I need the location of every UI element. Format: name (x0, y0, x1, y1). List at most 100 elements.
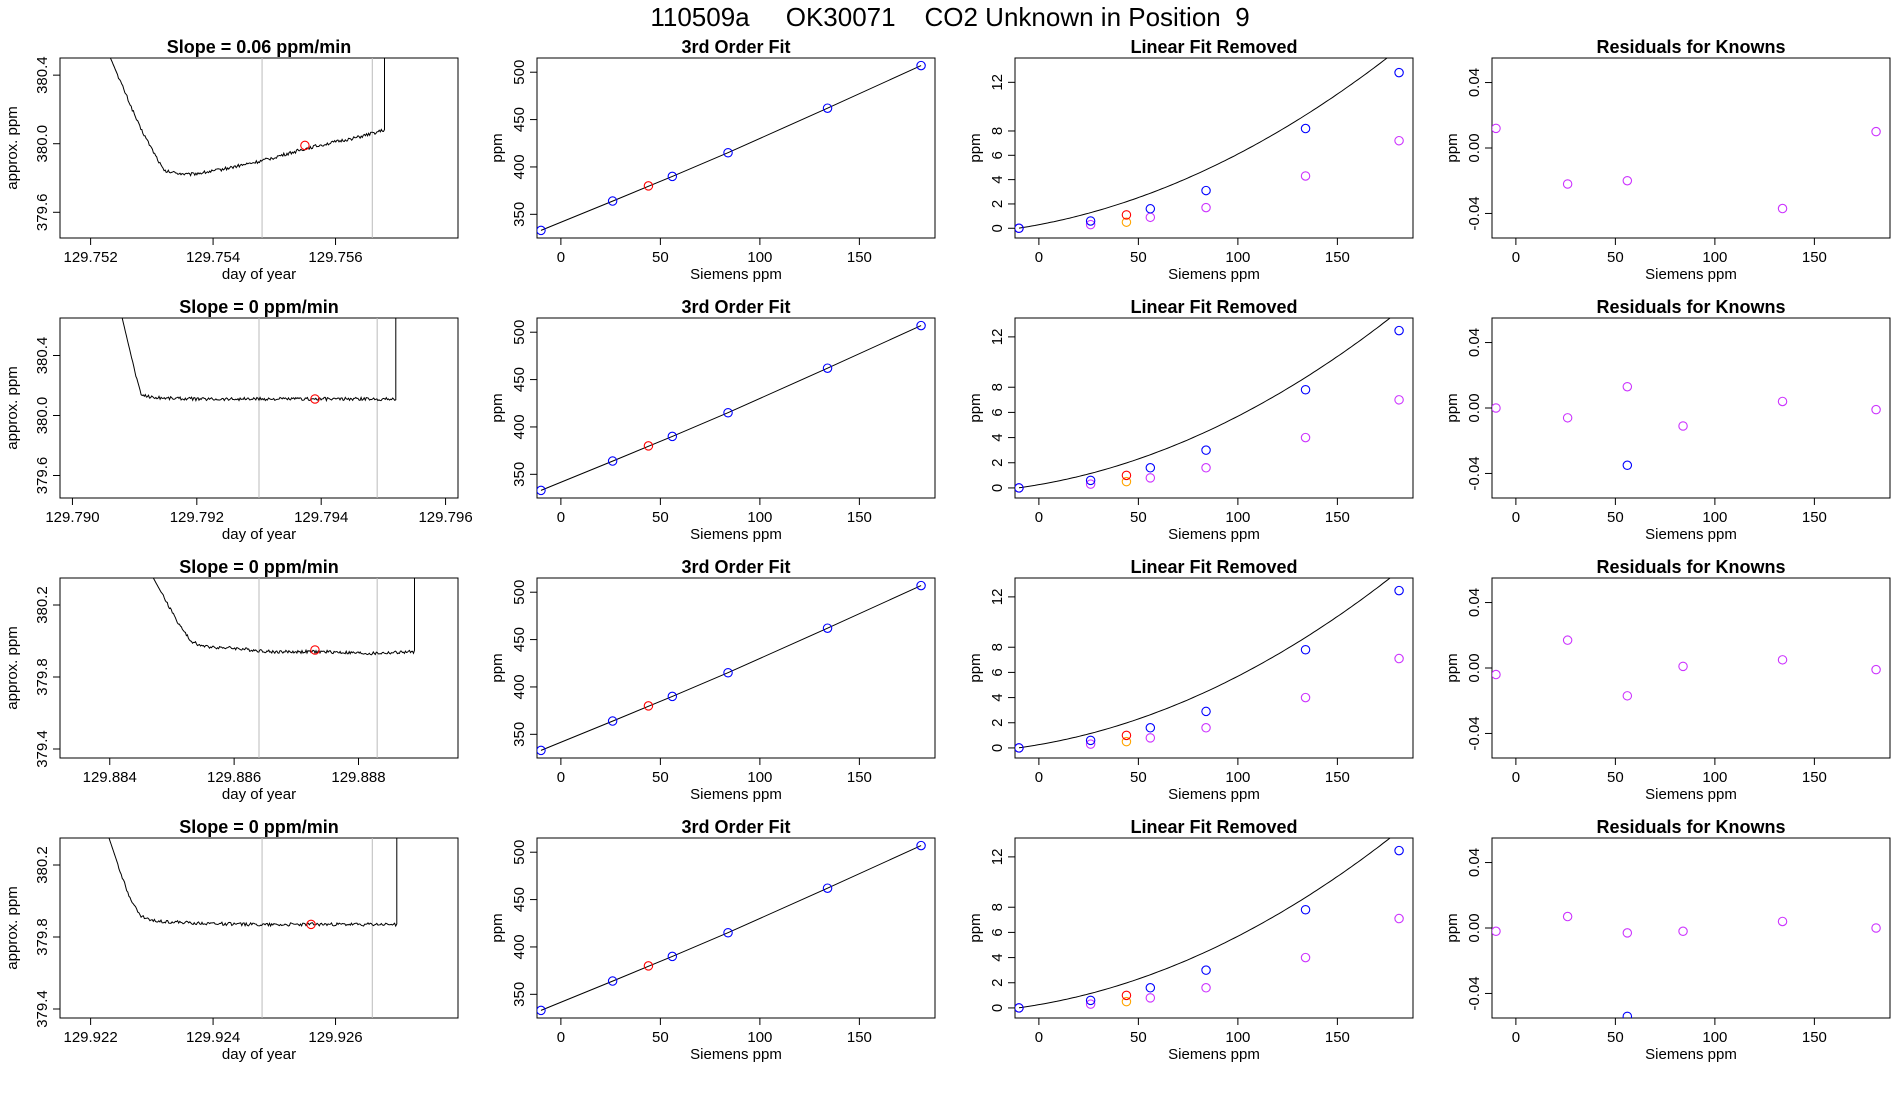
y-tick-label: 6 (989, 668, 1006, 676)
known-point (1201, 965, 1211, 975)
unknown-point (1121, 210, 1132, 220)
y-tick-label: 0 (989, 744, 1006, 752)
linear-removed-point (1300, 952, 1311, 963)
known-point (723, 927, 733, 938)
panel-data (109, 58, 385, 238)
plot-frame (1014, 317, 1414, 499)
sample-mean-point (300, 140, 310, 151)
known-point (1300, 123, 1311, 134)
x-axis-label: Siemens ppm (690, 526, 782, 543)
plot-frame (536, 317, 936, 499)
panel-data (537, 320, 926, 496)
x-tick-label: 50 (1607, 769, 1624, 786)
fit-curve (540, 585, 922, 751)
known-point (607, 976, 618, 986)
y-tick-label: 0.04 (1466, 588, 1483, 617)
panel-data (1492, 123, 1881, 214)
residual-point (1777, 655, 1788, 665)
known-point (537, 485, 546, 496)
x-tick-label: 50 (1130, 249, 1147, 266)
y-tick-label: 2 (989, 459, 1006, 467)
linear-removed-point (1085, 479, 1096, 489)
known-point (916, 60, 926, 71)
fit-curve (540, 845, 922, 1011)
panel-data (537, 60, 926, 236)
known-point (1201, 185, 1211, 196)
known-point (667, 171, 678, 182)
residual-point (1678, 661, 1688, 672)
panel-r1-c3: Linear Fit Removed 0 50 100 150 0 2 4 6 8 12 Siemen… (967, 37, 1414, 283)
x-axis-label: day of year (222, 526, 296, 543)
known-point (537, 225, 546, 236)
x-axis-label: Siemens ppm (1645, 786, 1737, 803)
residual-point (1622, 175, 1633, 186)
panel-title: Residuals for Knowns (1596, 817, 1785, 837)
panel-title: Residuals for Knowns (1596, 37, 1785, 57)
y-tick-label: 6 (989, 151, 1006, 159)
y-tick-label: 400 (511, 674, 528, 699)
y-axis-label: ppm (967, 133, 984, 162)
y-tick-label: -0.04 (1466, 716, 1483, 750)
known-point (537, 1005, 546, 1016)
y-tick-label: 6 (989, 928, 1006, 936)
panel-r2-c4: Residuals for Knowns 0 50 100 150 -0.04 0.00 0.… (1444, 297, 1891, 543)
y-tick-label: 2 (989, 719, 1006, 727)
residual-point (1492, 403, 1501, 413)
y-tick-label: 8 (989, 383, 1006, 391)
panel-data (1492, 381, 1881, 471)
y-tick-label: 350 (511, 202, 528, 227)
y-tick-label: 0.00 (1466, 393, 1483, 422)
x-tick-label: 150 (1802, 769, 1827, 786)
linear-removed-point (1201, 983, 1211, 993)
y-tick-label: 0 (989, 484, 1006, 492)
y-tick-label: 400 (511, 154, 528, 179)
x-tick-label: 150 (1325, 249, 1350, 266)
panel-title: Linear Fit Removed (1130, 817, 1297, 837)
y-tick-label: 0.04 (1466, 68, 1483, 97)
x-tick-label: 0 (557, 1029, 565, 1046)
unknown-point (1121, 730, 1132, 741)
known-point (607, 716, 618, 726)
panel-r1-c4: Residuals for Knowns 0 50 100 150 -0.04 0.00 0.… (1444, 37, 1891, 283)
unknown-point (1121, 990, 1132, 1001)
known-point (1300, 384, 1311, 395)
linear-removed-point (1394, 913, 1404, 924)
linear-removed-point (1145, 993, 1156, 1003)
x-tick-label: 0 (1512, 769, 1520, 786)
panel-title: 3rd Order Fit (681, 557, 790, 577)
x-tick-label: 100 (747, 1029, 772, 1046)
panel-data (1492, 635, 1881, 701)
y-tick-label: 500 (511, 320, 528, 345)
panel-data (1015, 578, 1404, 753)
panel-title: Residuals for Knowns (1596, 557, 1785, 577)
y-tick-label: 379.8 (34, 918, 51, 956)
x-tick-label: 100 (747, 769, 772, 786)
known-point (1300, 644, 1311, 655)
panel-data (152, 578, 415, 758)
panel-r2-c1: Slope = 0 ppm/min 129.790 129.792 129.794 12… (4, 297, 473, 543)
x-tick-label: 50 (652, 249, 669, 266)
y-tick-label: 500 (511, 60, 528, 85)
x-tick-label: 129.922 (63, 1029, 117, 1046)
plot-frame (1491, 837, 1891, 1019)
x-tick-label: 150 (847, 769, 872, 786)
y-tick-label: 450 (511, 367, 528, 392)
y-tick-label: 0.00 (1466, 133, 1483, 162)
known-point (1145, 463, 1156, 473)
unknown-point (643, 701, 654, 711)
panel-r4-c3: Linear Fit Removed 0 50 100 150 0 2 4 6 8 12 Siemen… (967, 817, 1414, 1063)
x-tick-label: 100 (747, 509, 772, 526)
residual-point (1871, 923, 1881, 933)
linear-removed-point (1085, 999, 1096, 1009)
known-point (822, 883, 833, 893)
plot-frame (1014, 837, 1414, 1019)
x-tick-label: 50 (1130, 1029, 1147, 1046)
x-axis-label: Siemens ppm (690, 786, 782, 803)
x-tick-label: 100 (1702, 249, 1727, 266)
x-tick-label: 50 (1607, 509, 1624, 526)
x-tick-label: 0 (1035, 249, 1043, 266)
known-point (1085, 995, 1096, 1006)
residual-point (1492, 926, 1501, 937)
y-tick-label: 4 (989, 693, 1006, 701)
y-tick-label: 2 (989, 979, 1006, 987)
